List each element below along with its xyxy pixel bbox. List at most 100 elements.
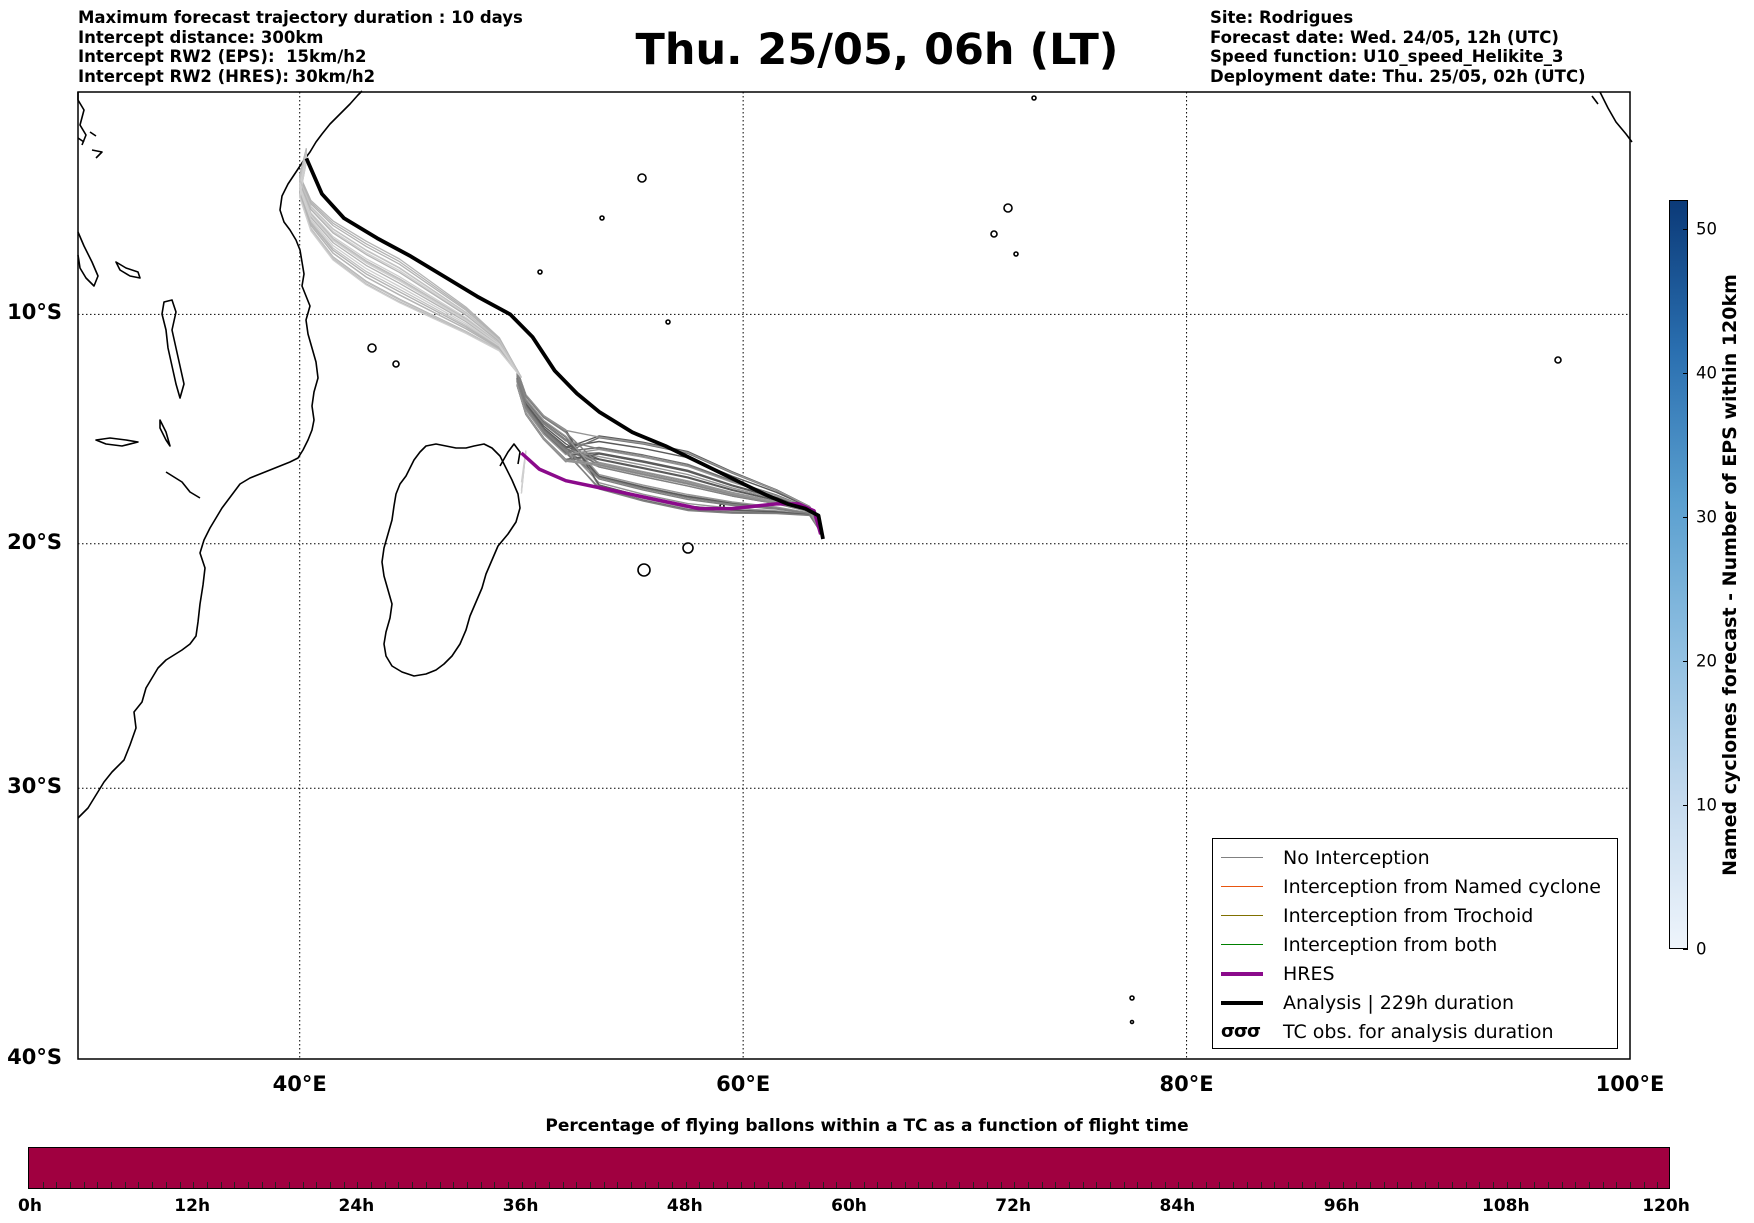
colorbar-minor-tick — [850, 1182, 851, 1188]
legend-label: No Interception — [1283, 846, 1430, 869]
colorbar-minor-tick — [1506, 1182, 1508, 1188]
colorbar-minor-tick — [1438, 1182, 1440, 1188]
eps-trajectory — [299, 156, 522, 378]
eps-trajectory — [299, 150, 522, 378]
colorbar-minor-tick — [863, 1182, 865, 1188]
island-seychelles-2 — [599, 215, 605, 221]
colorbar-tick-label: 0 — [1696, 939, 1707, 959]
colorbar-minor-tick — [1027, 1182, 1029, 1188]
longitude-label: 40°E — [272, 1072, 327, 1096]
colorbar-minor-tick — [1219, 1182, 1221, 1188]
colorbar-minor-tick — [1260, 1182, 1262, 1188]
colorbar-minor-tick — [781, 1182, 783, 1188]
colorbar-minor-tick — [1397, 1182, 1399, 1188]
colorbar-minor-tick — [1164, 1182, 1166, 1188]
colorbar-minor-tick — [412, 1182, 414, 1188]
map-legend: No Interception Interception from Named … — [1212, 838, 1618, 1049]
eps-trajectory — [516, 379, 822, 533]
flight-time-tick-label: 108h — [1482, 1196, 1530, 1216]
colorbar-minor-tick — [822, 1182, 824, 1188]
coastline-madagascar-north — [499, 443, 521, 467]
flight-time-tick-label: 24h — [338, 1196, 375, 1216]
header-left-info: Maximum forecast trajectory duration : 1… — [78, 8, 523, 86]
colorbar-minor-tick — [932, 1182, 934, 1188]
colorbar-minor-tick — [70, 1182, 72, 1188]
cyclone-count-colorbar — [1669, 200, 1688, 949]
colorbar-minor-tick — [439, 1182, 441, 1188]
colorbar-minor-tick — [83, 1182, 85, 1188]
legend-named-cyclone: Interception from Named cyclone — [1221, 872, 1601, 901]
colorbar-minor-tick — [288, 1182, 290, 1188]
cyclone-symbols-icon: σσσ — [1221, 1021, 1261, 1042]
legend-label: Interception from both — [1283, 933, 1498, 956]
legend-label: HRES — [1283, 962, 1335, 985]
colorbar-minor-tick — [1356, 1182, 1358, 1188]
info-deployment-date: Deployment date: Thu. 25/05, 02h (UTC) — [1210, 66, 1586, 86]
colorbar-tickmark — [1683, 660, 1688, 662]
colorbar-minor-tick — [836, 1182, 838, 1188]
island-chagos — [1003, 203, 1013, 213]
flight-time-tick-label: 72h — [995, 1196, 1032, 1216]
latitude-label: 20°S — [7, 529, 62, 554]
flight-time-tick-label: 60h — [831, 1196, 867, 1216]
island-amsterdam — [1129, 995, 1135, 1001]
colorbar-minor-tick — [535, 1182, 537, 1188]
legend-label: Analysis | 229h duration — [1283, 991, 1515, 1014]
flight-time-tick-label: 48h — [666, 1196, 703, 1216]
eps-trajectory — [516, 369, 822, 533]
legend-tc-obs: σσσ TC obs. for analysis duration — [1221, 1017, 1554, 1046]
island-mauritius — [682, 542, 694, 554]
colorbar-minor-tick — [1082, 1182, 1084, 1188]
colorbar-tickmark — [1683, 516, 1688, 518]
colorbar-minor-tick — [713, 1182, 715, 1188]
flight-time-tick-label: 84h — [1159, 1196, 1196, 1216]
colorbar-minor-tick — [261, 1182, 263, 1188]
colorbar-minor-tick — [1205, 1182, 1207, 1188]
colorbar-minor-tick — [1233, 1182, 1235, 1188]
colorbar-minor-tick — [1547, 1182, 1549, 1188]
colorbar-minor-tick — [521, 1182, 523, 1188]
colorbar-tickmark — [1683, 228, 1688, 230]
flight-time-colorbar — [28, 1147, 1670, 1189]
island-chagos-3 — [1013, 251, 1019, 257]
coastline-lake-malawi — [159, 419, 171, 447]
flight-time-tick-label: 120h — [1642, 1196, 1690, 1216]
island-maldives — [1031, 95, 1037, 101]
colorbar-horizontal-title: Percentage of flying ballons within a TC… — [545, 1116, 1189, 1136]
eps-trajectory — [299, 154, 522, 378]
colorbar-minor-tick — [466, 1182, 468, 1188]
page-title: Thu. 25/05, 06h (LT) — [635, 25, 1119, 75]
coastline-sumatra-tip — [1591, 91, 1633, 143]
colorbar-minor-tick — [1602, 1182, 1604, 1188]
colorbar-minor-tick — [1178, 1182, 1180, 1188]
coastline-arabia — [77, 92, 103, 159]
colorbar-minor-tick — [1520, 1182, 1522, 1188]
colorbar-minor-tick — [1315, 1182, 1317, 1188]
colorbar-minor-tick — [494, 1182, 496, 1188]
coastlines — [77, 90, 1633, 1025]
eps-trajectory — [516, 381, 822, 533]
colorbar-minor-tick — [685, 1182, 687, 1188]
colorbar-minor-tick — [1137, 1182, 1139, 1188]
legend-swatch-hres — [1221, 971, 1263, 976]
eps-trajectory — [299, 161, 522, 379]
flight-time-tick-label: 0h — [18, 1196, 42, 1216]
colorbar-minor-tick — [1041, 1182, 1043, 1188]
colorbar-minor-tick — [302, 1182, 304, 1188]
main-trajectories — [304, 157, 825, 540]
colorbar-minor-tick — [945, 1182, 947, 1188]
colorbar-minor-tick — [1301, 1182, 1303, 1188]
colorbar-minor-tick — [548, 1182, 550, 1188]
colorbar-minor-tick — [179, 1182, 181, 1188]
colorbar-minor-tick — [384, 1182, 386, 1188]
island-aldabra — [537, 269, 543, 275]
colorbar-minor-tick — [56, 1182, 58, 1188]
legend-label: Interception from Trochoid — [1283, 904, 1534, 927]
colorbar-minor-tick — [1493, 1182, 1495, 1188]
colorbar-tickmark — [1683, 804, 1688, 806]
colorbar-minor-tick — [1287, 1182, 1289, 1188]
colorbar-minor-tick — [891, 1182, 893, 1188]
colorbar-minor-tick — [754, 1182, 756, 1188]
colorbar-minor-tick — [357, 1182, 359, 1188]
colorbar-minor-tick — [220, 1182, 222, 1188]
